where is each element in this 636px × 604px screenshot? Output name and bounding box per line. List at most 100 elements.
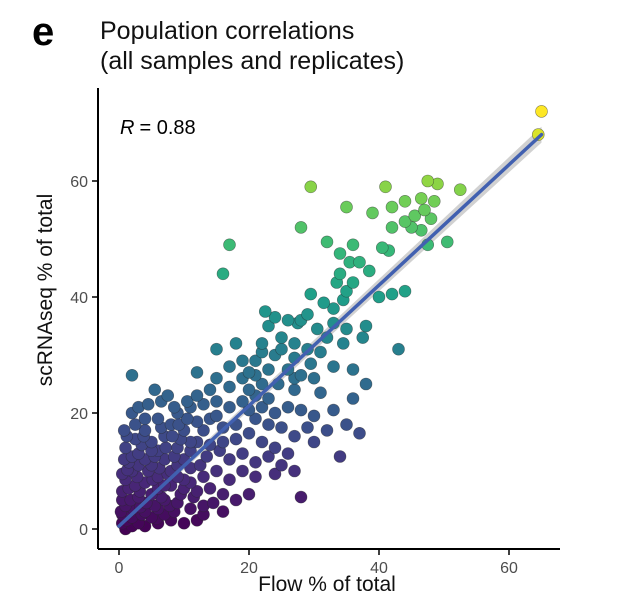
data-point: [203, 438, 217, 452]
correlation-annotation: R = 0.88: [120, 117, 196, 139]
data-point: [242, 383, 256, 397]
data-point: [193, 458, 207, 472]
data-point: [190, 484, 204, 498]
data-point: [340, 284, 353, 298]
panel-label: e: [32, 10, 55, 54]
data-point: [333, 267, 347, 281]
data-point: [288, 337, 301, 350]
data-point: [307, 409, 321, 423]
data-point: [301, 421, 314, 434]
data-point: [255, 435, 269, 449]
data-point: [262, 392, 275, 405]
data-point: [372, 290, 386, 304]
y-axis-label: scRNAseq % of total: [34, 194, 57, 387]
data-point: [310, 322, 324, 336]
data-point: [281, 313, 295, 327]
x-tick-label: 0: [115, 560, 124, 577]
data-point: [262, 363, 275, 376]
data-point: [275, 342, 288, 356]
data-point: [159, 441, 173, 455]
data-point: [197, 424, 210, 437]
data-point: [223, 238, 236, 252]
data-point: [333, 450, 347, 463]
data-point: [427, 195, 441, 208]
data-point: [385, 221, 399, 234]
data-point: [190, 389, 204, 402]
data-point: [258, 305, 272, 318]
data-point: [275, 331, 288, 344]
data-point: [223, 453, 236, 466]
data-point: [161, 389, 175, 402]
data-point: [216, 435, 230, 449]
data-point: [356, 331, 370, 344]
data-point: [294, 490, 308, 504]
data-point: [206, 496, 220, 510]
x-axis-label: Flow % of total: [258, 573, 396, 596]
data-point: [288, 464, 301, 478]
data-point: [236, 395, 249, 408]
data-point: [242, 366, 256, 379]
data-point: [229, 493, 243, 507]
data-point: [210, 395, 223, 408]
data-point: [294, 221, 308, 234]
data-point: [167, 400, 181, 414]
data-point: [294, 403, 308, 417]
data-point: [223, 380, 236, 394]
data-point: [128, 418, 142, 431]
data-point: [288, 383, 301, 397]
data-point: [359, 377, 373, 391]
data-point: [223, 360, 236, 373]
data-point: [418, 203, 431, 217]
data-point: [262, 319, 275, 333]
data-point: [294, 368, 308, 382]
data-point: [117, 424, 131, 437]
data-point: [249, 470, 262, 484]
data-point: [346, 363, 360, 376]
chart-title-line-1: Population correlations: [100, 17, 355, 45]
x-tick-label: 20: [240, 560, 258, 577]
data-point: [236, 354, 249, 368]
data-point: [216, 505, 230, 518]
data-point: [119, 441, 132, 455]
data-point: [366, 206, 379, 220]
data-point: [262, 450, 275, 463]
data-point: [398, 215, 412, 228]
data-point: [535, 105, 548, 118]
data-point: [340, 322, 353, 336]
data-point: [317, 296, 331, 310]
data-point: [180, 395, 194, 408]
data-point: [440, 235, 454, 249]
data-point: [210, 464, 223, 478]
x-tick-label: 60: [500, 560, 518, 577]
data-point: [281, 400, 295, 414]
points-layer: [114, 105, 548, 536]
data-point: [249, 412, 262, 426]
data-point: [414, 192, 428, 205]
data-point: [223, 400, 236, 414]
data-point: [151, 412, 165, 426]
data-point: [249, 354, 262, 368]
data-point: [346, 238, 360, 252]
axes-layer: 0 20 40 60 0 20 40 60: [70, 88, 560, 577]
data-point: [141, 397, 155, 411]
data-point: [262, 418, 275, 431]
data-point: [385, 200, 399, 214]
data-point: [177, 516, 191, 530]
data-point: [346, 276, 360, 289]
data-point: [268, 406, 282, 420]
data-point: [275, 421, 288, 434]
chart-title-line-2: (all samples and replicates): [100, 47, 405, 75]
data-point: [336, 337, 350, 350]
regression-line: [117, 132, 544, 528]
data-point: [210, 342, 223, 356]
y-tick-label: 40: [70, 290, 88, 307]
data-point: [314, 386, 327, 400]
data-point: [190, 366, 204, 379]
data-point: [304, 357, 318, 371]
data-point: [307, 371, 321, 385]
data-point: [327, 302, 340, 315]
data-point: [197, 397, 210, 411]
data-point: [340, 418, 353, 431]
